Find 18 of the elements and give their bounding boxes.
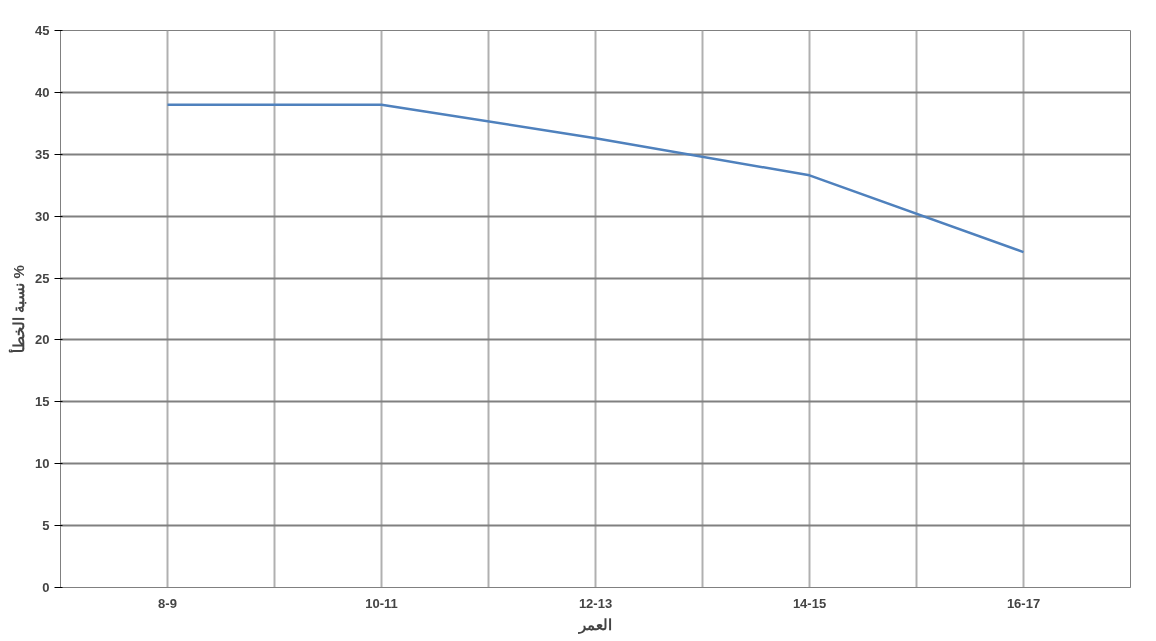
y-tick-label: 15: [35, 394, 50, 410]
x-axis-title: العمر: [578, 615, 612, 634]
y-axis-title: نسبة الخطأ %: [8, 265, 28, 353]
x-tick-label: 8-9: [158, 595, 177, 611]
line-series: [166, 103, 1025, 254]
y-tick-label: 0: [42, 580, 50, 595]
y-tick-label: 20: [35, 332, 50, 348]
y-tick-label: 35: [35, 146, 50, 162]
y-tick-label: 30: [35, 208, 50, 224]
y-tick-label: 40: [35, 84, 50, 100]
x-tick-label: 10-11: [365, 595, 398, 611]
x-tick-label: 14-15: [792, 595, 827, 611]
x-tick-label: 12-13: [578, 595, 613, 611]
y-tick-label: 10: [35, 456, 50, 472]
x-tick-label: 16-17: [1006, 595, 1041, 611]
y-tick-label: 45: [35, 23, 50, 38]
y-tick-label: 25: [35, 270, 50, 286]
y-tick-label: 5: [42, 518, 50, 534]
